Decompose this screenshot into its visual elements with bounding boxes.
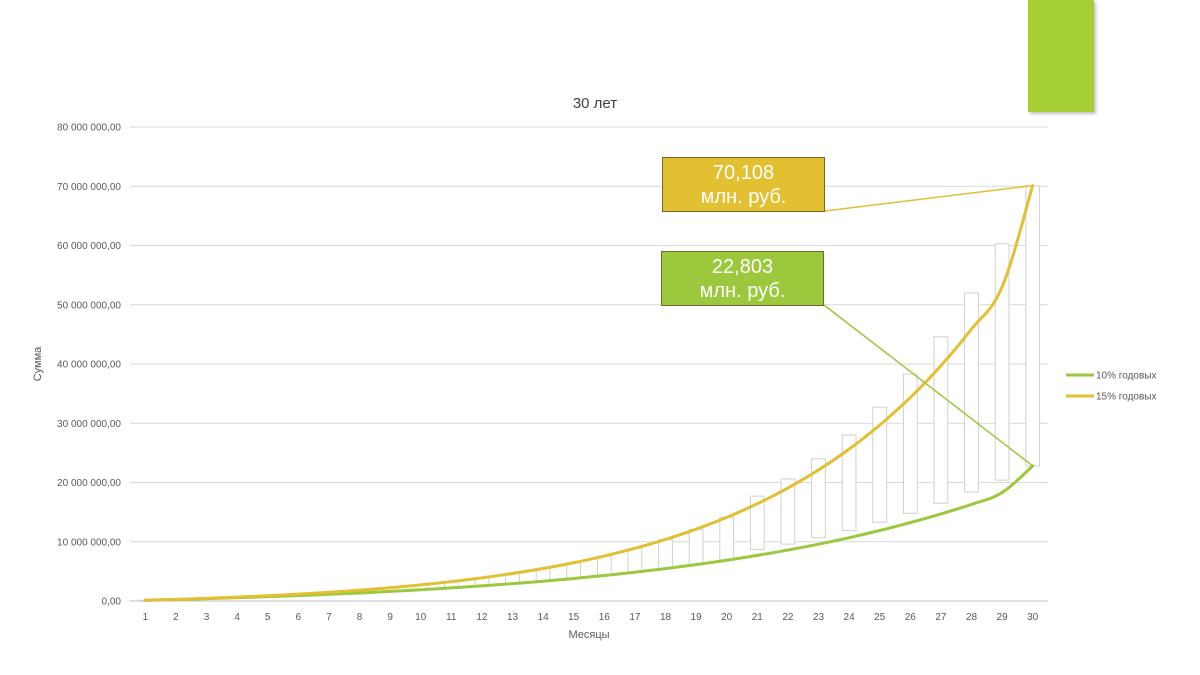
y-tick-label: 40 000 000,00: [57, 360, 121, 371]
floating-bar: [780, 478, 796, 545]
legend: 10% годовых 15% годовых: [1066, 371, 1156, 403]
x-tick-label: 2: [173, 612, 179, 623]
callout-15-value: 70,108: [712, 162, 775, 184]
x-tick-label: 7: [326, 612, 332, 623]
legend-label: 15% годовых: [1096, 392, 1156, 403]
x-tick-label: 16: [599, 612, 611, 623]
x-tick-label: 21: [752, 612, 764, 623]
x-tick-label: 24: [844, 612, 856, 623]
series-lines: [143, 184, 1035, 602]
floating-bar: [719, 516, 735, 561]
y-tick-labels: 0,00 10 000 000,00 20 000 000,00 30 000 000…: [57, 123, 121, 608]
x-tick-label: 13: [507, 612, 519, 623]
x-tick-label: 14: [538, 612, 550, 623]
x-tick-label: 30: [1027, 612, 1039, 623]
x-tick-label: 8: [357, 612, 363, 623]
callout-10-unit: млн. руб.: [699, 280, 786, 302]
floating-bar: [841, 434, 857, 531]
y-tick-label: 30 000 000,00: [57, 419, 121, 430]
accent-bar: [1028, 0, 1094, 112]
x-tick-label: 5: [265, 612, 271, 623]
x-tick-label: 18: [660, 612, 672, 623]
x-tick-label: 26: [905, 612, 917, 623]
floating-bar: [596, 555, 612, 577]
x-tick-label: 4: [234, 612, 240, 623]
floating-bar: [688, 528, 704, 566]
y-tick-label: 0,00: [102, 597, 122, 608]
x-tick-label: 23: [813, 612, 825, 623]
grid-lines: [130, 126, 1048, 602]
x-tick-label: 11: [446, 612, 457, 623]
x-tick-label: 28: [966, 612, 978, 623]
x-tick-label: 17: [629, 612, 641, 623]
x-tick-label: 15: [568, 612, 580, 623]
chart-title: 30 лет: [573, 95, 617, 112]
x-tick-label: 6: [296, 612, 302, 623]
leader-line-10: [823, 304, 1034, 467]
y-tick-label: 20 000 000,00: [57, 478, 121, 489]
floating-bar: [811, 458, 826, 539]
callout-15-percent: 70,108 млн. руб.: [662, 157, 825, 212]
x-tick-label: 27: [935, 612, 947, 623]
series-line-10: [143, 464, 1035, 602]
x-tick-label: 29: [997, 612, 1009, 623]
floating-bar: [627, 547, 643, 573]
legend-label: 10% годовых: [1096, 371, 1156, 382]
x-tick-labels: 1 2 3 4 5 6 7 8 9 10 11 12 13 14 15 16 17 18 19 20 21 22 23 24 2…: [143, 612, 1039, 623]
floating-bars: [137, 185, 1041, 602]
y-axis-title: Сумма: [32, 346, 44, 381]
y-tick-label: 70 000 000,00: [57, 182, 121, 193]
x-tick-label: 12: [476, 612, 488, 623]
x-tick-label: 1: [143, 612, 149, 623]
y-tick-label: 60 000 000,00: [57, 241, 121, 252]
x-tick-label: 25: [874, 612, 886, 623]
series-line-15: [143, 184, 1035, 602]
callout-10-percent: 22,803 млн. руб.: [661, 251, 824, 306]
callout-10-value: 22,803: [711, 256, 774, 278]
floating-bar: [933, 336, 949, 504]
floating-bar: [994, 243, 1010, 481]
x-tick-label: 20: [721, 612, 733, 623]
floating-bar: [902, 373, 918, 514]
callout-leader-lines: [823, 184, 1034, 467]
x-tick-label: 19: [691, 612, 703, 623]
floating-bar: [1025, 185, 1041, 467]
y-tick-label: 50 000 000,00: [57, 300, 121, 311]
callout-15-unit: млн. руб.: [700, 186, 787, 208]
x-tick-label: 3: [204, 612, 210, 623]
x-tick-label: 10: [415, 612, 427, 623]
floating-bar: [658, 538, 673, 570]
floating-bar: [872, 406, 888, 523]
leader-line-15: [824, 184, 1033, 212]
x-axis-title: Месяцы: [568, 629, 609, 641]
floating-bar: [964, 292, 979, 493]
floating-bar: [749, 495, 765, 550]
y-tick-label: 80 000 000,00: [57, 123, 121, 134]
x-tick-label: 9: [387, 612, 393, 623]
x-tick-label: 22: [782, 612, 794, 623]
y-tick-label: 10 000 000,00: [57, 537, 121, 548]
